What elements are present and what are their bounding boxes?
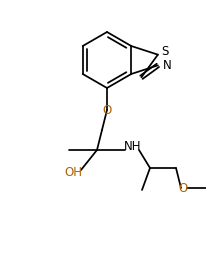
Text: S: S bbox=[161, 45, 169, 58]
Text: O: O bbox=[102, 104, 112, 116]
Text: OH: OH bbox=[64, 167, 82, 180]
Text: O: O bbox=[178, 181, 188, 194]
Text: NH: NH bbox=[124, 140, 142, 153]
Text: N: N bbox=[163, 59, 171, 72]
